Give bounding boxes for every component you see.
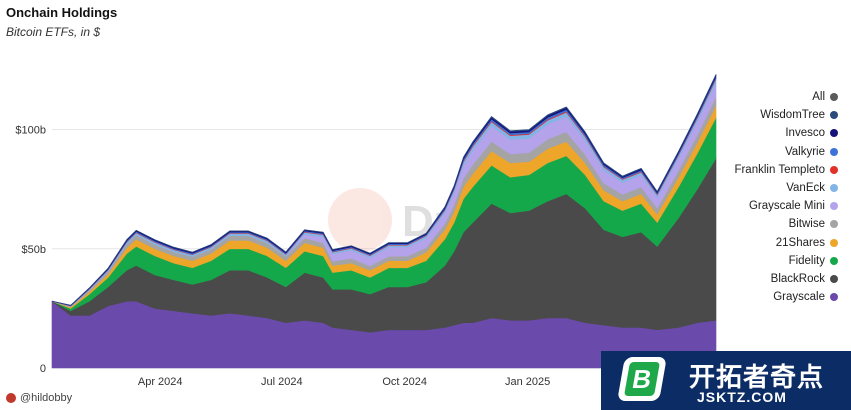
legend-label: Bitwise	[788, 218, 825, 231]
legend-item-invesco[interactable]: Invesco	[678, 124, 838, 142]
y-axis-ticks: 0 $50b $100b	[15, 125, 46, 375]
legend-label: WisdomTree	[760, 109, 825, 122]
legend-label: Invesco	[785, 127, 825, 140]
watermark-logo-icon	[328, 188, 392, 252]
legend-label: Fidelity	[788, 254, 825, 267]
promo-name: 开拓者奇点	[689, 362, 825, 392]
legend-item-vaneck[interactable]: VanEck	[678, 179, 838, 197]
promo-logo-letter: B	[624, 362, 660, 396]
legend-swatch	[830, 293, 838, 302]
legend-swatch	[830, 274, 838, 283]
area-series	[51, 74, 717, 369]
y-tick-label: 0	[40, 363, 46, 375]
promo-url: JSKTZ.COM	[697, 389, 787, 405]
legend-swatch	[830, 184, 838, 193]
x-tick-label: Jul 2024	[261, 376, 303, 388]
legend-label: BlackRock	[770, 272, 825, 285]
author-handle[interactable]: @hildobby	[20, 392, 73, 404]
legend-item-franklin-templeto[interactable]: Franklin Templeto	[678, 161, 838, 179]
author-footer: @hildobby	[6, 392, 72, 404]
legend-label: Franklin Templeto	[734, 163, 825, 176]
promo-banner[interactable]: B 开拓者奇点 JSKTZ.COM	[601, 351, 851, 410]
legend-swatch	[830, 202, 838, 211]
promo-logo-icon: B	[617, 357, 667, 401]
legend-swatch	[830, 111, 838, 120]
avatar	[6, 393, 16, 403]
legend-label: All	[812, 91, 825, 104]
legend-swatch	[830, 165, 838, 174]
legend-label: Grayscale Mini	[748, 200, 825, 213]
y-tick-label: $100b	[15, 125, 46, 137]
area-wisdomtree	[51, 74, 717, 306]
legend-item-21shares[interactable]: 21Shares	[678, 234, 838, 252]
legend-swatch	[830, 147, 838, 156]
legend-swatch	[830, 238, 838, 247]
legend-item-grayscale[interactable]: Grayscale	[678, 288, 838, 306]
legend-item-fidelity[interactable]: Fidelity	[678, 252, 838, 270]
legend-label: Valkyrie	[784, 145, 825, 158]
legend-swatch	[830, 256, 838, 265]
legend-label: VanEck	[786, 182, 825, 195]
x-axis-ticks: Apr 2024 Jul 2024 Oct 2024 Jan 2025	[138, 376, 550, 388]
x-tick-label: Apr 2024	[138, 376, 183, 388]
legend-swatch	[830, 220, 838, 229]
legend-item-bitwise[interactable]: Bitwise	[678, 215, 838, 233]
legend-swatch	[830, 93, 838, 102]
legend-item-wisdomtree[interactable]: WisdomTree	[678, 106, 838, 124]
x-tick-label: Oct 2024	[382, 376, 427, 388]
y-tick-label: $50b	[22, 244, 46, 256]
legend-swatch	[830, 129, 838, 138]
legend-item-valkyrie[interactable]: Valkyrie	[678, 143, 838, 161]
chart-title: Onchain Holdings	[6, 5, 118, 20]
legend-item-grayscale-mini[interactable]: Grayscale Mini	[678, 197, 838, 215]
chart-subtitle: Bitcoin ETFs, in $	[6, 25, 101, 39]
x-tick-label: Jan 2025	[505, 376, 550, 388]
legend-label: 21Shares	[775, 236, 825, 249]
legend-label: Grayscale	[773, 291, 825, 304]
chart-legend: All WisdomTree Invesco Valkyrie Franklin Tem…	[678, 88, 838, 306]
legend-item-all[interactable]: All	[678, 88, 838, 106]
legend-item-blackrock[interactable]: BlackRock	[678, 270, 838, 288]
